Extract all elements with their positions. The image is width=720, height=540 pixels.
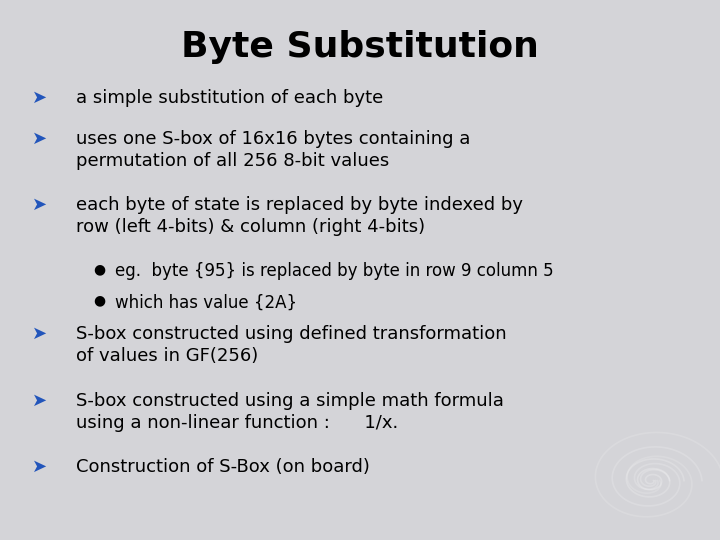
Text: ●: ●	[94, 294, 106, 308]
Text: eg.  byte {95} is replaced by byte in row 9 column 5: eg. byte {95} is replaced by byte in row…	[115, 262, 554, 280]
Text: ➤: ➤	[32, 89, 48, 107]
Text: uses one S-box of 16x16 bytes containing a
permutation of all 256 8-bit values: uses one S-box of 16x16 bytes containing…	[76, 130, 470, 170]
Text: S-box constructed using defined transformation
of values in GF(256): S-box constructed using defined transfor…	[76, 325, 506, 365]
Text: ➤: ➤	[32, 130, 48, 147]
Text: a simple substitution of each byte: a simple substitution of each byte	[76, 89, 383, 107]
Text: ➤: ➤	[32, 392, 48, 409]
Text: S-box constructed using a simple math formula
using a non-linear function :     : S-box constructed using a simple math fo…	[76, 392, 503, 431]
Text: each byte of state is replaced by byte indexed by
row (left 4-bits) & column (ri: each byte of state is replaced by byte i…	[76, 196, 523, 236]
Text: ●: ●	[94, 262, 106, 276]
Text: ➤: ➤	[32, 325, 48, 343]
Text: which has value {2A}: which has value {2A}	[115, 294, 297, 312]
Text: Byte Substitution: Byte Substitution	[181, 30, 539, 64]
Text: ➤: ➤	[32, 196, 48, 214]
Text: Construction of S-Box (on board): Construction of S-Box (on board)	[76, 458, 369, 476]
Text: ➤: ➤	[32, 458, 48, 476]
